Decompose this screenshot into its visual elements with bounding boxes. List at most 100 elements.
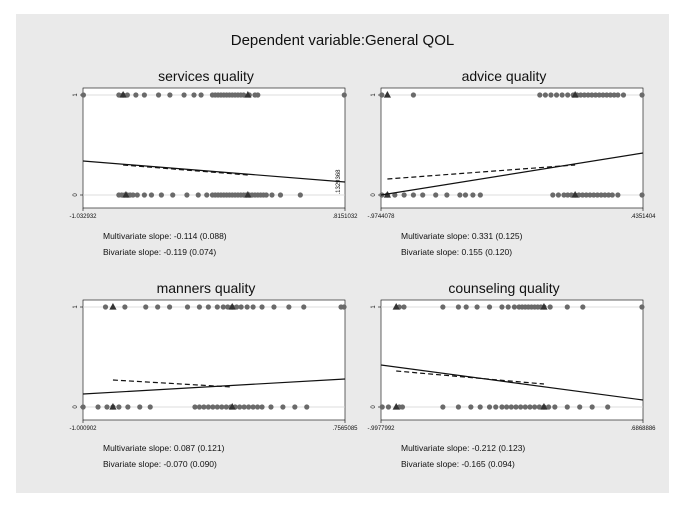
data-point: [271, 304, 277, 310]
y-tick-label: 1: [73, 93, 79, 97]
data-point: [457, 192, 463, 198]
data-point: [598, 192, 604, 198]
data-point: [462, 192, 469, 198]
data-point: [80, 92, 87, 98]
data-point: [564, 404, 570, 410]
data-point: [259, 304, 265, 310]
data-point: [468, 404, 474, 410]
data-point: [532, 404, 538, 410]
triangle-marker: [392, 303, 400, 310]
data-point: [577, 404, 583, 410]
data-point: [210, 404, 216, 410]
data-point: [583, 192, 589, 198]
data-point: [605, 192, 612, 198]
data-point: [133, 92, 139, 98]
triangle-marker: [244, 191, 252, 198]
x-tick-label: -1.032932: [69, 214, 97, 220]
data-point: [134, 192, 140, 198]
data-point: [505, 304, 511, 310]
data-point: [536, 404, 542, 410]
data-point: [550, 192, 556, 198]
panel-services-quality: services quality 0 1 -1.032932 .8151032 .132…: [61, 68, 361, 268]
data-point: [399, 404, 406, 410]
data-point: [585, 92, 591, 98]
data-point: [184, 192, 190, 198]
data-point: [304, 404, 310, 410]
panel-manners-quality: manners quality 0 1 -1.000902 .7565085 Mult…: [61, 280, 361, 480]
data-point: [143, 304, 149, 310]
data-point: [223, 404, 229, 410]
bivariate-slope: Bivariate slope: -0.165 (0.094): [401, 459, 515, 469]
data-point: [147, 404, 153, 410]
x-tick-label: .6868886: [630, 426, 656, 432]
data-point: [511, 304, 518, 310]
x-tick-label: -1.000902: [69, 426, 97, 432]
data-point: [195, 192, 201, 198]
data-point: [499, 404, 505, 410]
data-point: [297, 192, 303, 198]
data-point: [301, 304, 307, 310]
data-point: [184, 304, 191, 310]
data-point: [292, 404, 298, 410]
data-point: [486, 404, 493, 410]
data-point: [155, 92, 162, 98]
data-point: [547, 304, 553, 310]
data-point: [470, 192, 476, 198]
data-point: [379, 92, 385, 98]
data-point: [341, 92, 347, 98]
data-point: [214, 404, 220, 410]
main-title: Dependent variable:General QOL: [230, 32, 455, 49]
y-tick-label: 0: [73, 193, 79, 197]
data-point: [564, 304, 570, 310]
data-point: [219, 404, 225, 410]
data-point: [589, 404, 595, 410]
data-point: [196, 304, 203, 310]
data-point: [385, 404, 392, 410]
data-point: [286, 304, 292, 310]
data-point: [116, 92, 122, 98]
data-point: [552, 404, 558, 410]
plot-area: [82, 87, 346, 209]
data-point: [499, 304, 505, 310]
data-point: [204, 192, 210, 198]
data-point: [254, 404, 261, 410]
triangle-marker: [122, 191, 130, 198]
data-point: [410, 92, 417, 98]
y-tick-label: 1: [73, 305, 79, 309]
data-point: [250, 404, 256, 410]
data-point: [201, 404, 207, 410]
data-point: [639, 192, 645, 198]
data-point: [565, 92, 571, 98]
multivariate-line: [82, 378, 346, 395]
plot-area: [380, 299, 644, 421]
data-point: [559, 92, 565, 98]
bivariate-slope: Bivariate slope: -0.119 (0.074): [103, 247, 217, 257]
bivariate-line: [123, 164, 248, 176]
data-point: [596, 92, 602, 98]
triangle-marker: [228, 303, 236, 310]
data-point: [250, 304, 256, 310]
data-point: [504, 404, 510, 410]
data-point: [158, 192, 164, 198]
x-tick-label: -.9744078: [367, 214, 395, 220]
data-point: [198, 92, 204, 98]
data-point: [191, 92, 197, 98]
data-point: [508, 404, 514, 410]
scatter-plot: 0 1 -1.032932 .8151032 .1329368: [69, 87, 358, 220]
data-point: [280, 404, 286, 410]
data-point: [246, 404, 252, 410]
data-point: [561, 192, 567, 198]
data-point: [548, 92, 554, 98]
multivariate-slope: Multivariate slope: 0.087 (0.121): [103, 443, 225, 453]
data-point: [537, 92, 543, 98]
panel-title: advice quality: [461, 68, 547, 84]
data-point: [607, 92, 614, 98]
data-point: [401, 304, 407, 310]
panel-title: services quality: [158, 68, 254, 84]
y-tick-label: 1: [371, 305, 377, 309]
data-point: [522, 404, 528, 410]
y-tick-label: 0: [73, 405, 79, 409]
data-point: [237, 404, 243, 410]
data-point: [604, 92, 610, 98]
panel-counseling-quality: counseling quality 0 1 -.9977992 .6868886 M…: [359, 280, 659, 480]
